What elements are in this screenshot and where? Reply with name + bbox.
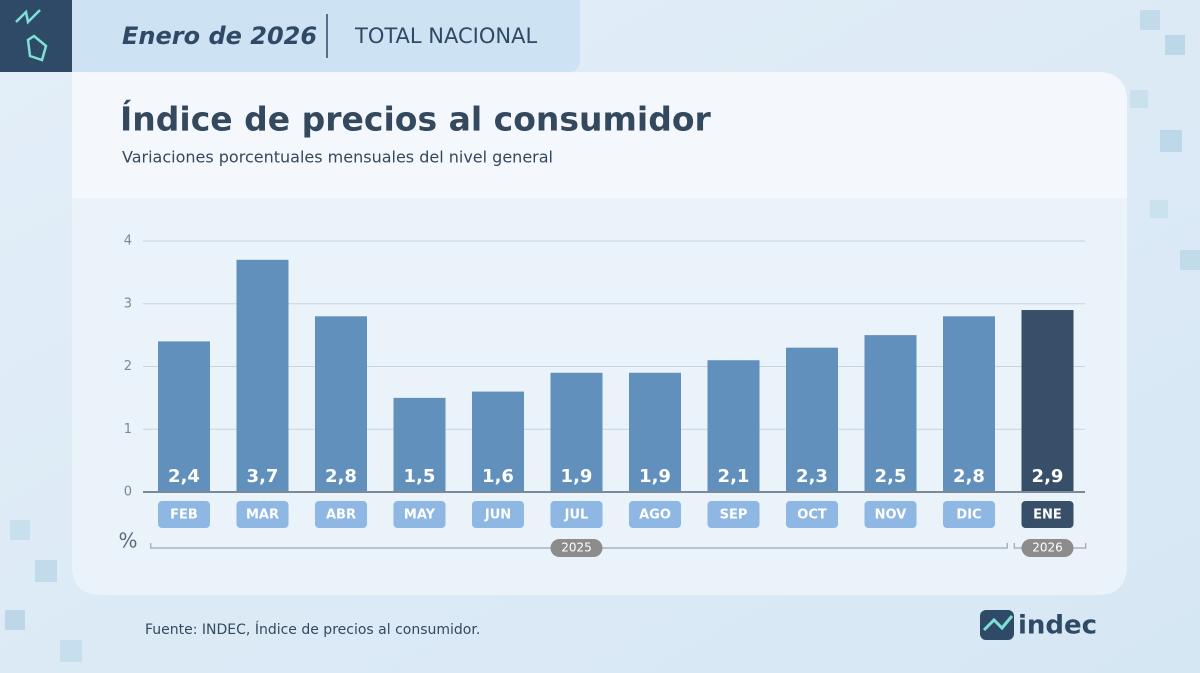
header-tab bbox=[72, 0, 580, 72]
value-label: 1,5 bbox=[404, 466, 436, 487]
category-pill bbox=[393, 501, 446, 528]
y-axis-unit: % bbox=[118, 529, 137, 553]
bar bbox=[393, 397, 446, 492]
value-label: 1,9 bbox=[639, 466, 671, 487]
value-label: 2,5 bbox=[875, 466, 907, 487]
chart-subtitle: Variaciones porcentuales mensuales del n… bbox=[122, 148, 553, 167]
pixel-decoration bbox=[5, 10, 1200, 662]
group-pill bbox=[550, 539, 603, 557]
bar bbox=[315, 316, 367, 492]
x-tick-label: ABR bbox=[326, 508, 356, 523]
bar bbox=[472, 391, 524, 492]
y-tick-label: 1 bbox=[124, 422, 132, 437]
logo-text: indec bbox=[1018, 611, 1097, 641]
bar bbox=[236, 259, 289, 492]
category-pill bbox=[786, 501, 838, 528]
bar bbox=[1021, 310, 1074, 492]
category-pill bbox=[1021, 501, 1074, 528]
header-date: Enero de 2026 bbox=[122, 22, 317, 50]
logo-mark-line bbox=[982, 615, 1014, 632]
x-tick-label: DIC bbox=[956, 508, 981, 523]
category-pill bbox=[629, 501, 681, 528]
value-label: 2,8 bbox=[953, 466, 985, 487]
x-tick-label: AGO bbox=[639, 508, 671, 523]
group-pill bbox=[1021, 539, 1074, 557]
value-label: 2,9 bbox=[1032, 466, 1064, 487]
group-label: 2025 bbox=[561, 541, 592, 555]
category-pill bbox=[943, 501, 995, 528]
value-label: 2,4 bbox=[168, 466, 200, 487]
x-tick-label: JUN bbox=[484, 508, 511, 523]
y-tick-label: 3 bbox=[124, 296, 132, 311]
bar bbox=[158, 341, 210, 492]
category-pill bbox=[707, 501, 760, 528]
value-label: 1,6 bbox=[482, 466, 514, 487]
bar bbox=[943, 316, 995, 492]
value-label: 1,9 bbox=[561, 466, 593, 487]
x-tick-label: MAR bbox=[246, 508, 279, 523]
bar bbox=[550, 372, 603, 492]
x-tick-label: NOV bbox=[875, 508, 907, 523]
icon-trend bbox=[15, 9, 41, 25]
value-label: 2,3 bbox=[796, 466, 828, 487]
group-label: 2026 bbox=[1032, 541, 1063, 555]
category-pill bbox=[236, 501, 289, 528]
category-pill bbox=[550, 501, 603, 528]
x-tick-label: FEB bbox=[170, 508, 198, 523]
header-scope: TOTAL NACIONAL bbox=[354, 24, 537, 48]
x-tick-label: MAY bbox=[404, 508, 436, 523]
category-pill bbox=[472, 501, 524, 528]
source: Fuente: INDEC, Índice de precios al cons… bbox=[145, 621, 480, 638]
x-tick-label: SEP bbox=[720, 508, 748, 523]
category-pill bbox=[315, 501, 367, 528]
category-pill bbox=[158, 501, 210, 528]
chart-title: Índice de precios al consumidor bbox=[120, 99, 712, 139]
y-tick-label: 2 bbox=[124, 359, 132, 374]
category-pill bbox=[864, 501, 917, 528]
bar bbox=[786, 347, 838, 492]
logo-tile bbox=[0, 0, 72, 72]
value-label: 2,8 bbox=[325, 466, 357, 487]
panel-header bbox=[72, 72, 1127, 198]
bar bbox=[707, 360, 760, 492]
icon-tag bbox=[26, 34, 48, 62]
x-tick-label: OCT bbox=[797, 508, 827, 523]
bar bbox=[629, 372, 681, 492]
x-tick-label: ENE bbox=[1033, 508, 1062, 523]
value-label: 2,1 bbox=[718, 466, 750, 487]
y-tick-label: 4 bbox=[124, 234, 132, 249]
bar bbox=[864, 335, 917, 492]
y-tick-label: 0 bbox=[124, 485, 132, 500]
x-tick-label: JUL bbox=[564, 508, 589, 523]
value-label: 3,7 bbox=[247, 466, 279, 487]
